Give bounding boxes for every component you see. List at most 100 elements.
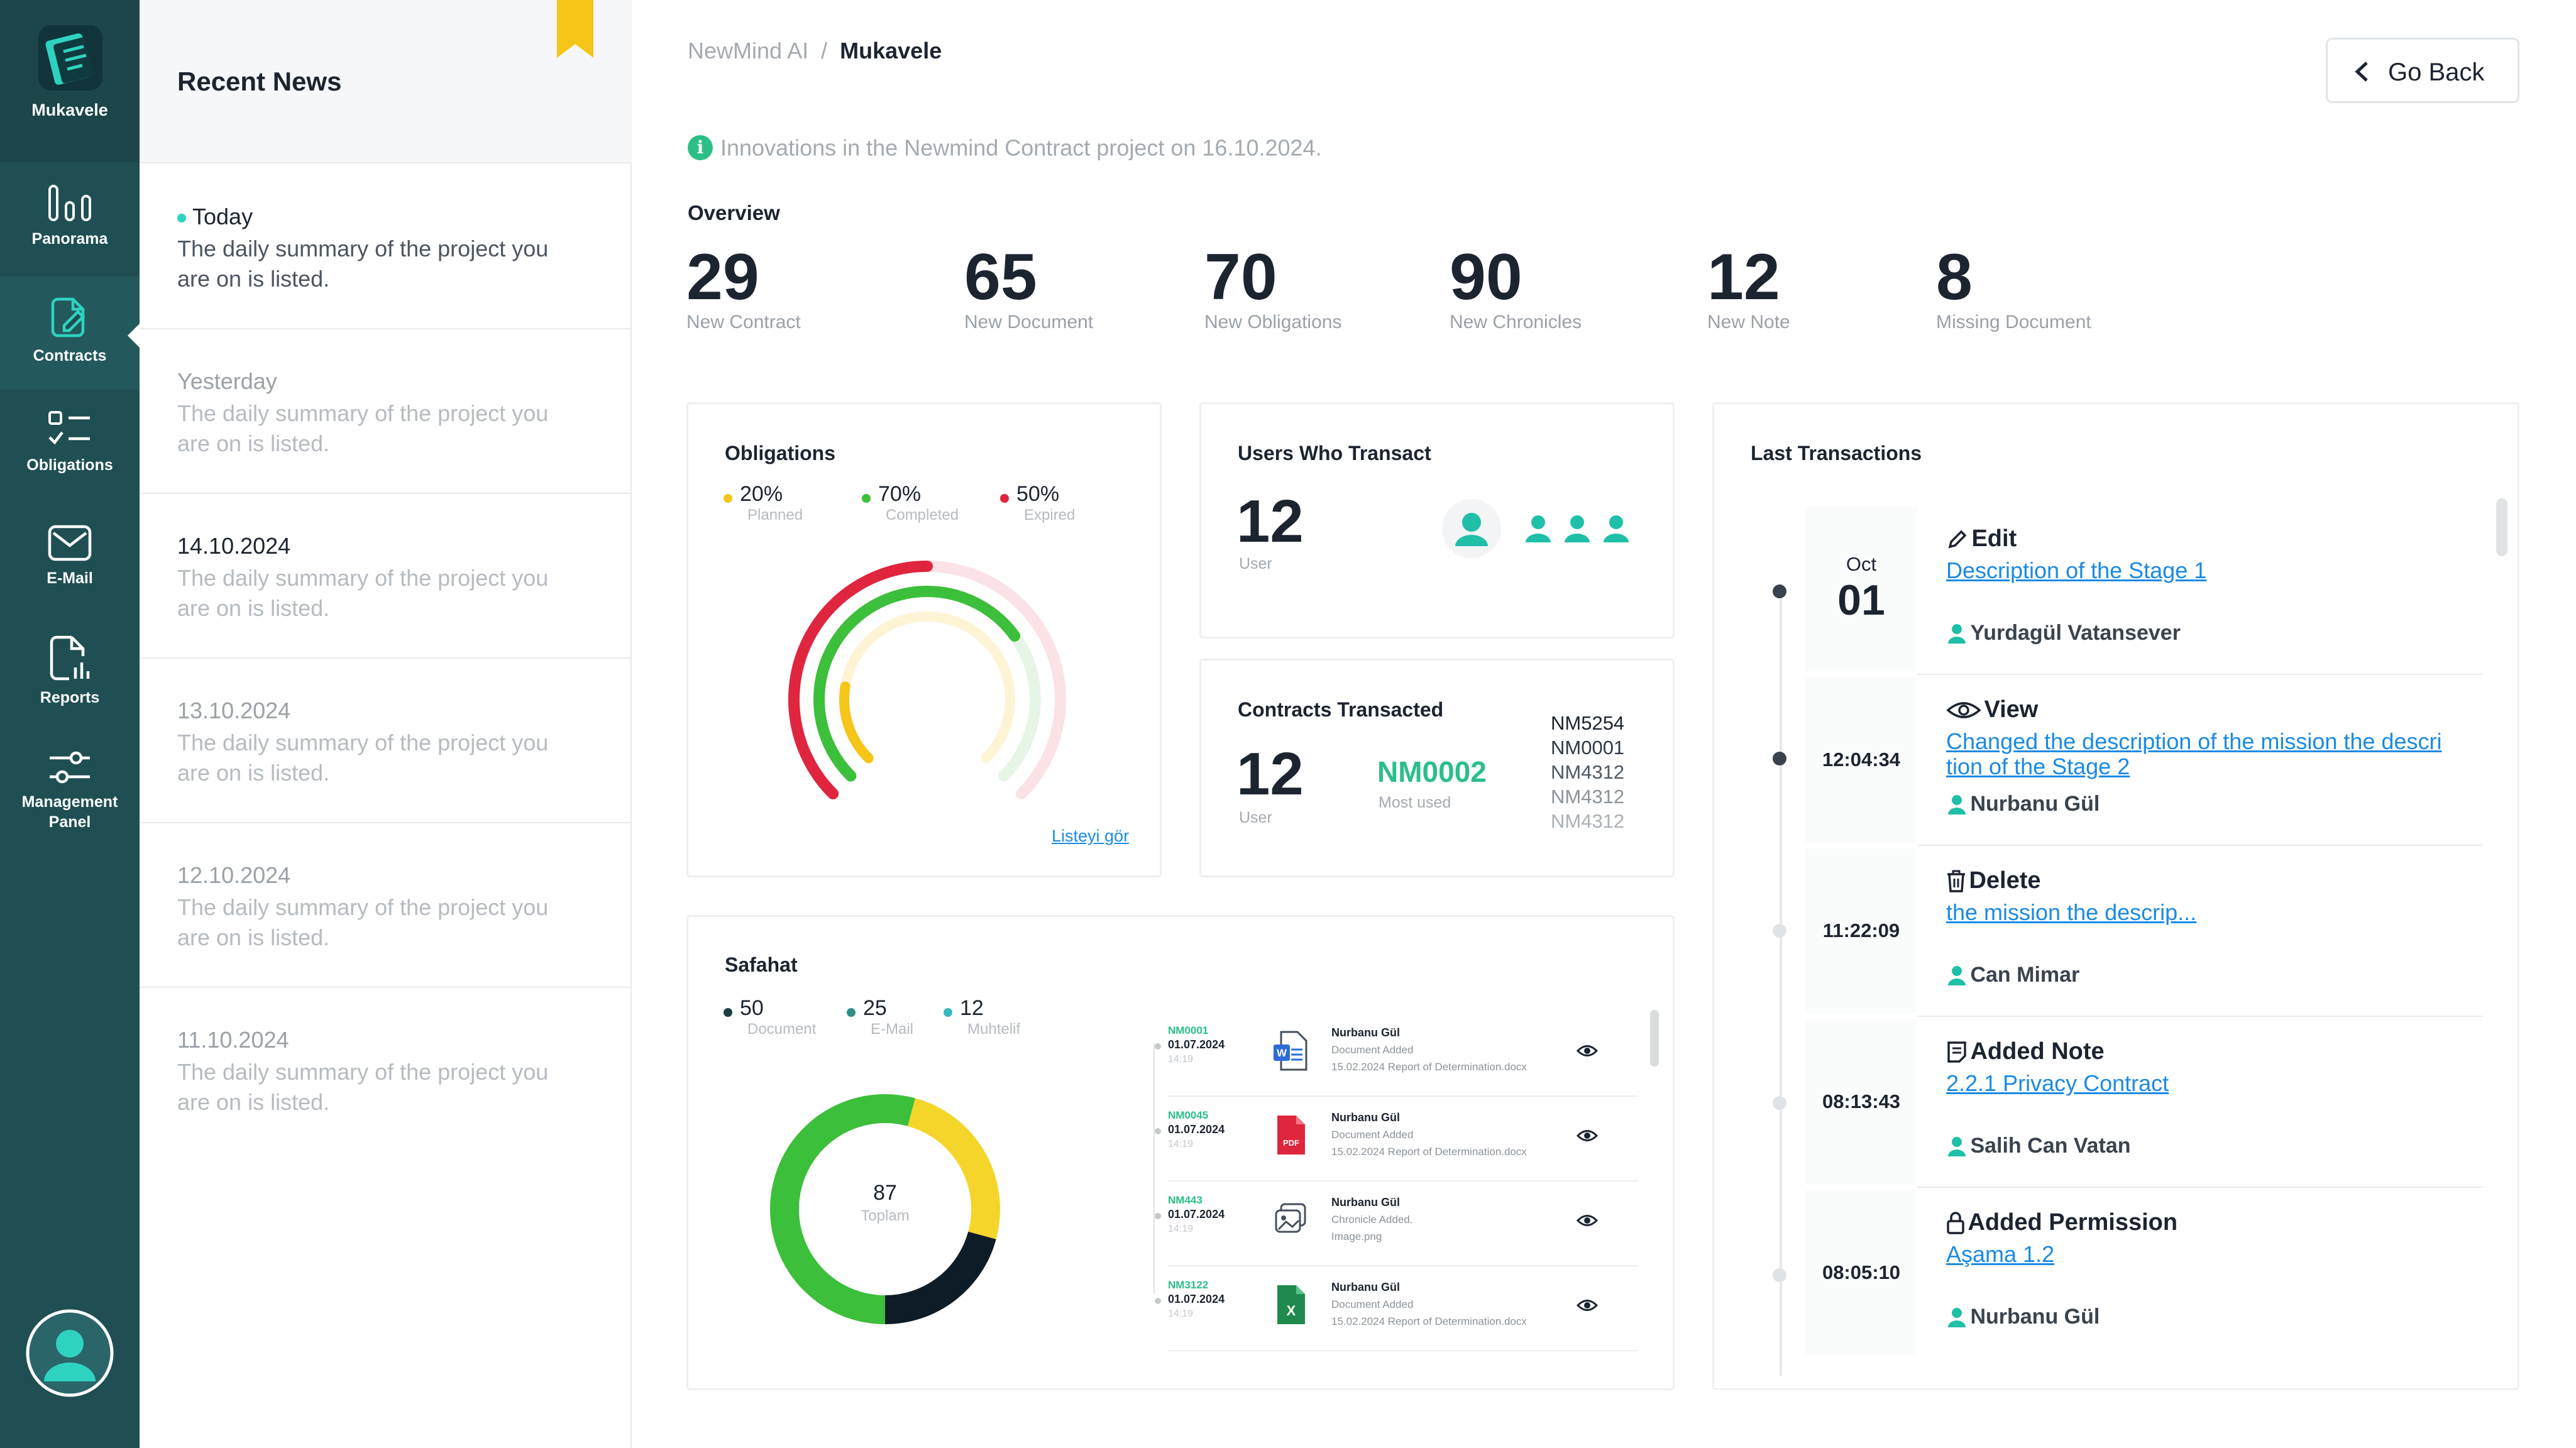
- activity-row[interactable]: NM0045 01.07.2024 14:19 PDF Nurbanu Gül …: [1155, 1097, 1638, 1182]
- bookmark-icon[interactable]: [557, 0, 593, 58]
- activity-row[interactable]: NM3122 01.07.2024 14:19 X Nurbanu Gül Do…: [1155, 1266, 1638, 1351]
- news-date-wrap: Today: [177, 204, 253, 230]
- user-group-icon[interactable]: [1521, 510, 1646, 550]
- news-item[interactable]: 11.10.2024 The daily summary of the proj…: [140, 988, 630, 1153]
- transaction-link[interactable]: Changed the description of the mission t…: [1946, 728, 2442, 754]
- contract-code[interactable]: NM4312: [1551, 761, 1625, 783]
- eye-icon[interactable]: [1577, 1213, 1598, 1228]
- info-icon: i: [688, 135, 713, 161]
- news-text: The daily summary of the project you are…: [177, 894, 549, 950]
- stat-new-contract[interactable]: 29 New Contract: [686, 243, 801, 333]
- transaction-time: 11:22:09: [1822, 919, 1900, 941]
- transaction-type: Delete: [1969, 867, 2041, 894]
- stat-value: 65: [964, 241, 1037, 314]
- transaction-link[interactable]: Aşama 1.2: [1946, 1241, 2055, 1267]
- checklist-icon: [48, 411, 90, 445]
- activity-time: 14:19: [1168, 1054, 1194, 1065]
- legend-value: 20%: [740, 482, 783, 506]
- activity-code[interactable]: NM443: [1168, 1194, 1203, 1206]
- word-badge-text: W: [1277, 1047, 1287, 1059]
- user-icon: [1948, 623, 1966, 644]
- news-date: 12.10.2024: [177, 862, 291, 888]
- transaction-time-cell: 11:22:09: [1805, 848, 1917, 1013]
- transaction-time: 08:05:10: [1822, 1261, 1901, 1283]
- transaction-link[interactable]: the mission the descrip...: [1946, 899, 2197, 925]
- transaction-link-2[interactable]: tion of the Stage 2: [1946, 754, 2130, 779]
- transaction-type: Added Note: [1970, 1038, 2105, 1065]
- gauge-arc-expired: [788, 561, 933, 799]
- nav-obligations[interactable]: Obligations: [0, 410, 140, 475]
- activity-date: 01.07.2024: [1168, 1293, 1225, 1305]
- activity-action: Document Added: [1331, 1044, 1414, 1056]
- stat-new-document[interactable]: 65 New Document: [964, 243, 1093, 333]
- legend-completed: 70% Completed: [862, 482, 959, 524]
- contract-code[interactable]: NM4312: [1551, 810, 1625, 832]
- nav-management-panel[interactable]: Management Panel: [0, 749, 140, 832]
- legend-dot: [847, 1007, 856, 1017]
- activity-row[interactable]: NM443 01.07.2024 14:19 Nurbanu Gül Chron…: [1155, 1182, 1638, 1266]
- scrollbar-thumb[interactable]: [1650, 1010, 1659, 1067]
- scrollbar-thumb[interactable]: [2496, 498, 2507, 556]
- legend-label: E-Mail: [871, 1021, 914, 1038]
- stat-new-note[interactable]: 12 New Note: [1707, 243, 1790, 333]
- news-item[interactable]: Today The daily summary of the project y…: [140, 165, 630, 329]
- transaction-day: 01: [1837, 576, 1885, 624]
- activity-action: Document Added: [1331, 1129, 1414, 1141]
- news-text: The daily summary of the project you are…: [177, 400, 549, 456]
- news-text: The daily summary of the project you are…: [177, 236, 549, 292]
- user-avatar[interactable]: [25, 1308, 114, 1398]
- contract-code[interactable]: NM5254: [1551, 712, 1625, 734]
- eye-icon[interactable]: [1577, 1298, 1598, 1313]
- news-item[interactable]: 12.10.2024 The daily summary of the proj…: [140, 823, 630, 988]
- transaction-link[interactable]: 2.2.1 Privacy Contract: [1946, 1070, 2169, 1096]
- nav-reports[interactable]: Reports: [0, 635, 140, 708]
- activity-row[interactable]: NM0001 01.07.2024 14:19 W Nurbanu Gül Do…: [1155, 1012, 1638, 1097]
- news-date: 14.10.2024: [177, 533, 291, 559]
- nav-contracts[interactable]: Contracts: [0, 295, 140, 366]
- stat-missing-document[interactable]: 8 Missing Document: [1936, 243, 2091, 333]
- breadcrumb-current: Mukavele: [840, 38, 942, 63]
- new-dot-icon: [177, 214, 186, 223]
- nav-email[interactable]: E-Mail: [0, 524, 140, 588]
- activity-code[interactable]: NM0045: [1168, 1109, 1209, 1121]
- news-item[interactable]: 13.10.2024 The daily summary of the proj…: [140, 659, 630, 823]
- eye-icon[interactable]: [1577, 1043, 1598, 1058]
- user-icon-large[interactable]: [1440, 497, 1503, 560]
- stat-label: New Note: [1707, 312, 1790, 332]
- news-item[interactable]: 14.10.2024 The daily summary of the proj…: [140, 494, 630, 659]
- transaction-item[interactable]: View Changed the description of the miss…: [1917, 675, 2483, 846]
- legend-value: 25: [863, 996, 887, 1020]
- legend-label: Planned: [747, 507, 803, 524]
- go-back-button[interactable]: Go Back: [2326, 38, 2519, 103]
- stat-new-chronicles[interactable]: 90 New Chronicles: [1450, 243, 1582, 333]
- transaction-user: Nurbanu Gül: [1970, 792, 2100, 816]
- nav-panorama[interactable]: Panorama: [0, 184, 140, 249]
- transaction-item[interactable]: Delete the mission the descrip... Can Mi…: [1917, 846, 2483, 1017]
- transaction-item[interactable]: Edit Description of the Stage 1 Yurdagül…: [1917, 504, 2483, 675]
- transaction-type: View: [1984, 696, 2039, 723]
- user-icon: [1948, 1307, 1966, 1327]
- activity-date: 01.07.2024: [1168, 1208, 1225, 1220]
- donut-segment-dark: [770, 1094, 1000, 1324]
- legend-email: 25 E-Mail: [847, 996, 913, 1038]
- see-list-link[interactable]: Listeyi gör: [1052, 826, 1130, 845]
- contract-code[interactable]: NM0001: [1551, 737, 1625, 759]
- contract-code[interactable]: NM4312: [1551, 786, 1625, 808]
- transaction-link[interactable]: Description of the Stage 1: [1946, 557, 2207, 583]
- transaction-item[interactable]: Added Note 2.2.1 Privacy Contract Salih …: [1917, 1017, 2483, 1188]
- transaction-item[interactable]: Added Permission Aşama 1.2 Nurbanu Gül: [1917, 1188, 2483, 1359]
- news-item[interactable]: Yesterday The daily summary of the proje…: [140, 329, 630, 494]
- transaction-user: Salih Can Vatan: [1970, 1134, 2131, 1158]
- breadcrumb-root[interactable]: NewMind AI: [688, 38, 809, 63]
- activity-code[interactable]: NM0001: [1168, 1024, 1209, 1036]
- app-logo-block[interactable]: Mukavele: [0, 0, 140, 162]
- activity-action: Document Added: [1331, 1298, 1414, 1310]
- stat-value: 8: [1936, 241, 1973, 314]
- stat-new-obligations[interactable]: 70 New Obligations: [1204, 243, 1341, 333]
- eye-icon[interactable]: [1577, 1128, 1598, 1143]
- activity-code[interactable]: NM3122: [1168, 1279, 1209, 1291]
- excel-badge-text: X: [1287, 1303, 1296, 1319]
- most-used-code[interactable]: NM0002: [1377, 755, 1487, 788]
- stat-value: 12: [1707, 241, 1780, 314]
- safahat-donut: [770, 1094, 1000, 1324]
